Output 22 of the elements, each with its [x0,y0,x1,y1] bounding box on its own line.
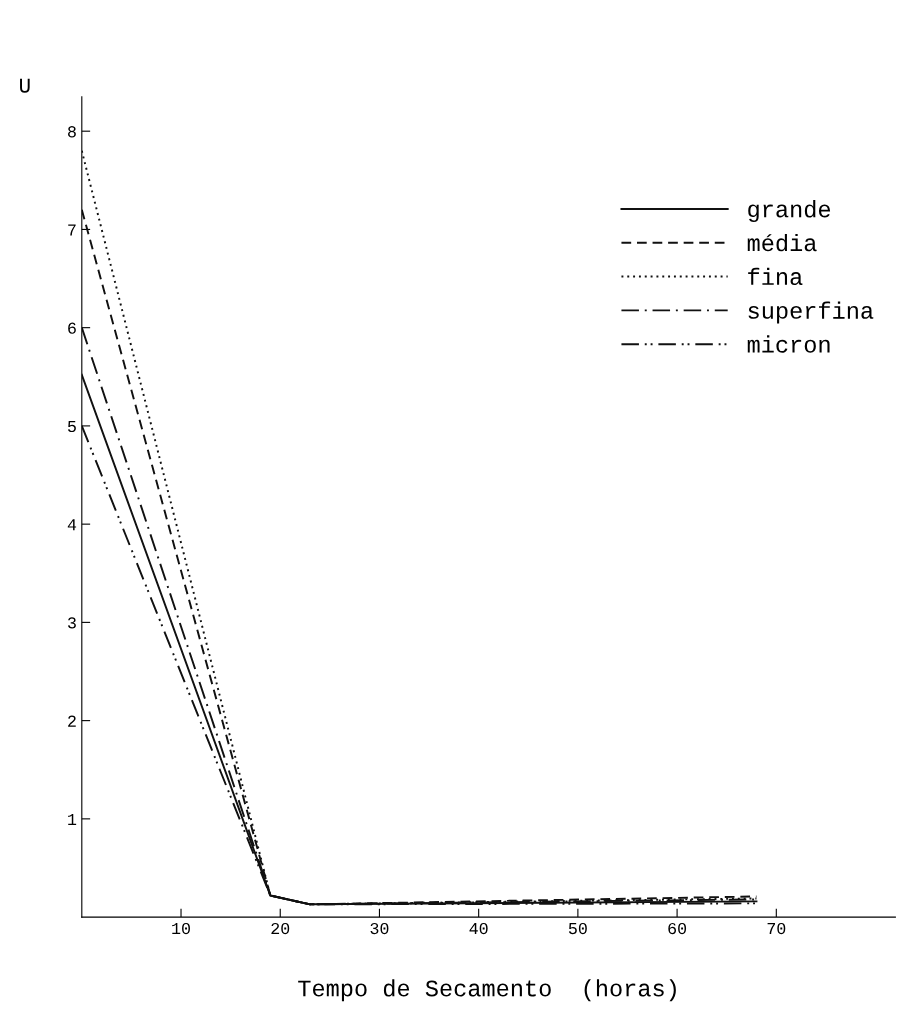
x-axis-title: Tempo de Secamento (horas) [298,979,676,1002]
legend-label: fina [748,267,803,286]
y-tick-label: 6 [68,322,76,334]
y-axis-title: U [20,78,30,93]
y-tick-label: 1 [68,813,77,825]
y-tick-label: 3 [67,617,76,629]
y-tick-label: 5 [67,420,76,433]
x-tick-label: 10 [172,922,190,935]
legend-label: grande [748,200,831,223]
x-tick-label: 50 [568,922,587,935]
legend-label: média [747,233,817,252]
x-tick-label: 20 [271,922,290,935]
x-tick-label: 60 [668,922,687,935]
legend-label: micron [747,335,830,353]
legend-label: superfina [748,301,874,324]
y-tick-label: 4 [67,519,77,531]
y-tick-label: 8 [68,126,76,138]
x-tick-label: 40 [469,922,488,935]
y-tick-label: 7 [68,224,76,236]
y-tick-label: 2 [68,715,76,727]
x-tick-label: 70 [767,922,786,935]
x-tick-label: 30 [370,922,389,935]
